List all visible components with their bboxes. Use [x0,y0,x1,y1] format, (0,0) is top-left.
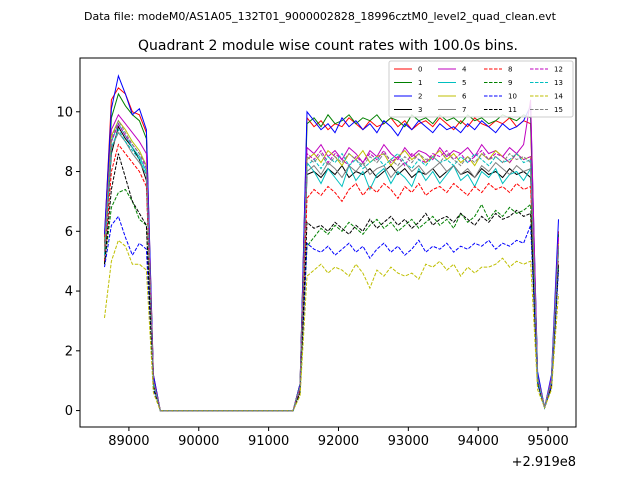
legend-label-11: 11 [508,106,517,114]
x-tick-label: 95000 [527,434,568,449]
legend-label-2: 2 [418,93,422,101]
x-tick-label: 92000 [318,434,359,449]
chart-supertitle: Data file: modeM0/AS1A05_132T01_90000028… [84,10,557,23]
plot-frame [79,57,577,428]
legend-label-12: 12 [554,66,563,74]
series-line-15 [104,119,559,412]
y-tick-label: 2 [65,344,73,359]
x-tick-label: 93000 [388,434,429,449]
series-layer [104,74,559,412]
y-tick-label: 4 [65,285,73,300]
x-offset-label: +2.919e8 [512,455,576,470]
legend-frame [388,60,574,118]
legend-label-10: 10 [508,93,517,101]
x-tick-label: 91000 [248,434,289,449]
legend-label-0: 0 [418,66,422,74]
y-tick-label: 8 [65,165,73,180]
legend-label-7: 7 [462,106,466,114]
axes-layer: 89000 90000 91000 92000 93000 94000 95000 0 2 4 6 8… [56,105,568,449]
x-tick-label: 94000 [458,434,499,449]
x-tick-label: 89000 [108,434,149,449]
legend-label-13: 13 [554,79,563,87]
legend-label-4: 4 [462,66,467,74]
legend-label-3: 3 [418,106,422,114]
legend-label-5: 5 [462,79,466,87]
x-tick-label: 90000 [178,434,219,449]
series-line-9 [104,188,559,412]
y-tick-label: 6 [65,225,73,240]
legend-label-6: 6 [462,93,467,101]
legend-label-14: 14 [554,93,563,101]
y-tick-label: 10 [56,105,73,120]
legend-label-1: 1 [418,79,422,87]
legend-label-15: 15 [554,106,563,114]
y-tick-label: 0 [65,404,73,419]
legend-label-8: 8 [508,66,512,74]
legend-label-9: 9 [508,79,512,87]
chart-title: Quadrant 2 module wise count rates with … [138,38,518,54]
